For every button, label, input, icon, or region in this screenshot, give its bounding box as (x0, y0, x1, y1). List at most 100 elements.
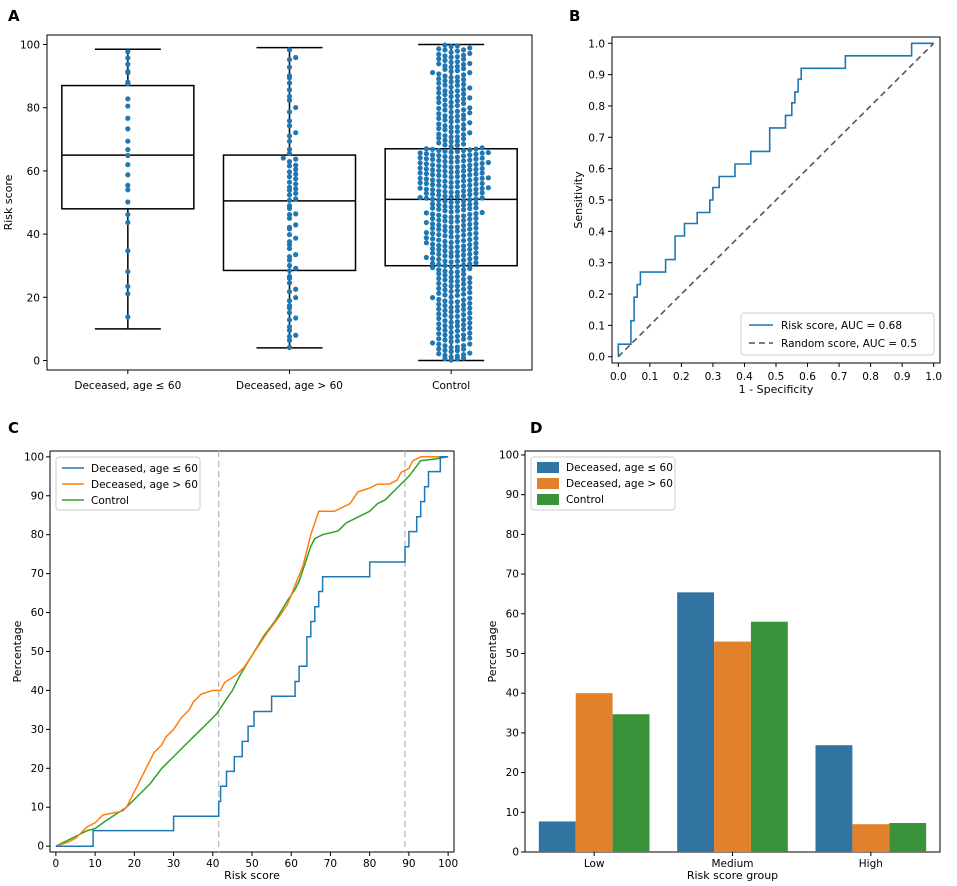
a-swarm-point (460, 213, 467, 219)
a-swarm-point (436, 285, 442, 292)
c-ytick-label: 100 (24, 451, 44, 463)
a-swarm-point (473, 191, 479, 197)
a-swarm-point (442, 107, 448, 113)
a-swarm-point (436, 178, 442, 184)
a-swarm-point (448, 229, 454, 235)
a-swarm-point (286, 93, 293, 100)
a-swarm-point (423, 219, 429, 226)
a-swarm-point (467, 341, 473, 347)
a-swarm-point (436, 61, 442, 67)
a-swarm-point (293, 176, 299, 182)
a-swarm-point (467, 310, 473, 316)
a-swarm-point (454, 249, 460, 255)
a-swarm-point (467, 300, 473, 306)
a-swarm-point (436, 280, 442, 286)
a-swarm-point (448, 319, 454, 325)
a-swarm-point (460, 342, 467, 349)
a-swarm-point (467, 335, 473, 341)
a-swarm-point (454, 142, 460, 148)
a-swarm-point (442, 263, 448, 269)
a-swarm-point (473, 161, 479, 168)
a-swarm-point (460, 257, 467, 263)
a-swarm-point (280, 155, 286, 161)
a-swarm-point (429, 260, 436, 266)
b-ytick-label: 0.1 (588, 320, 605, 332)
a-swarm-point (460, 132, 467, 138)
panel-label-a: A (8, 7, 20, 25)
c-xtick-label: 100 (438, 858, 458, 870)
b-xtick-label: 0.2 (673, 371, 690, 383)
a-swarm-point (442, 102, 448, 108)
a-swarm-point (429, 69, 436, 76)
a-swarm-point (286, 344, 293, 350)
a-swarm-point (442, 253, 448, 259)
a-swarm-point (442, 287, 448, 293)
a-swarm-point (125, 126, 131, 132)
a-swarm-point (293, 54, 299, 61)
a-swarm-point (293, 156, 299, 162)
a-swarm-point (125, 79, 131, 85)
a-swarm-point (286, 97, 293, 103)
a-swarm-point (423, 186, 429, 192)
a-swarm-point (473, 215, 479, 221)
a-swarm-point (448, 204, 454, 210)
d-legend-label: Deceased, age > 60 (566, 478, 673, 490)
a-swarm-point (460, 153, 467, 159)
a-swarm-point (286, 56, 293, 63)
a-swarm-point (417, 175, 423, 181)
a-swarm-point (479, 185, 485, 192)
d-xtick-label: Low (584, 858, 605, 870)
a-swarm-point (293, 130, 299, 136)
a-swarm-point (448, 139, 454, 145)
a-swarm-point (454, 124, 460, 130)
a-swarm-point (286, 87, 293, 93)
a-swarm-point (286, 203, 293, 209)
a-swarm-point (454, 154, 460, 160)
a-swarm-point (286, 64, 293, 70)
d-ytick-label: 30 (506, 727, 519, 739)
a-swarm-point (293, 222, 299, 228)
a-swarm-point (454, 313, 460, 319)
b-legend (740, 312, 935, 356)
a-swarm-point (442, 148, 448, 154)
a-swarm-point (479, 145, 485, 151)
a-swarm-point (473, 235, 479, 241)
a-swarm-point (448, 109, 454, 115)
a-swarm-point (460, 207, 467, 213)
c-y-axis-label: Percentage (11, 620, 24, 682)
a-swarm-point (473, 196, 479, 202)
a-swarm-point (286, 174, 293, 180)
d-ytick-label: 90 (506, 489, 519, 501)
b-ytick-label: 0.3 (588, 258, 605, 270)
a-swarm-point (460, 217, 467, 224)
c-legend (55, 456, 201, 511)
a-swarm-point (448, 269, 454, 275)
a-swarm-point (479, 195, 485, 201)
c-legend-label: Control (91, 495, 129, 507)
a-swarm-point (286, 138, 293, 144)
a-swarm-point (473, 156, 479, 162)
a-swarm-point (467, 50, 473, 57)
panel-c-cumulative-distribution: 0 10 20 30 40 50 60 70 80 90 100 0 10 20 30 40 50 60 70 80 9… (11, 450, 458, 882)
a-swarm-point (485, 185, 491, 191)
b-legend-label: Risk score, AUC = 0.68 (781, 320, 902, 332)
a-swarm-point (442, 168, 448, 174)
a-swarm-point (448, 59, 454, 65)
a-swarm-point (436, 172, 442, 178)
a-swarm-point (125, 187, 131, 193)
a-swarm-point (293, 190, 299, 196)
a-swarm-point (454, 338, 460, 344)
c-ytick-label: 0 (37, 841, 44, 853)
a-swarm-point (448, 64, 454, 70)
a-swarm-point (442, 82, 448, 88)
a-swarm-point (454, 78, 460, 84)
a-swarm-point (460, 178, 467, 184)
a-swarm-point (448, 309, 454, 315)
a-swarm-point (454, 204, 460, 210)
a-swarm-point (460, 147, 467, 154)
a-swarm-point (460, 193, 467, 199)
a-swarm-point (286, 192, 293, 198)
c-x-axis-label: Risk score (224, 869, 280, 882)
a-swarm-point (423, 240, 429, 246)
a-swarm-point (467, 216, 473, 222)
